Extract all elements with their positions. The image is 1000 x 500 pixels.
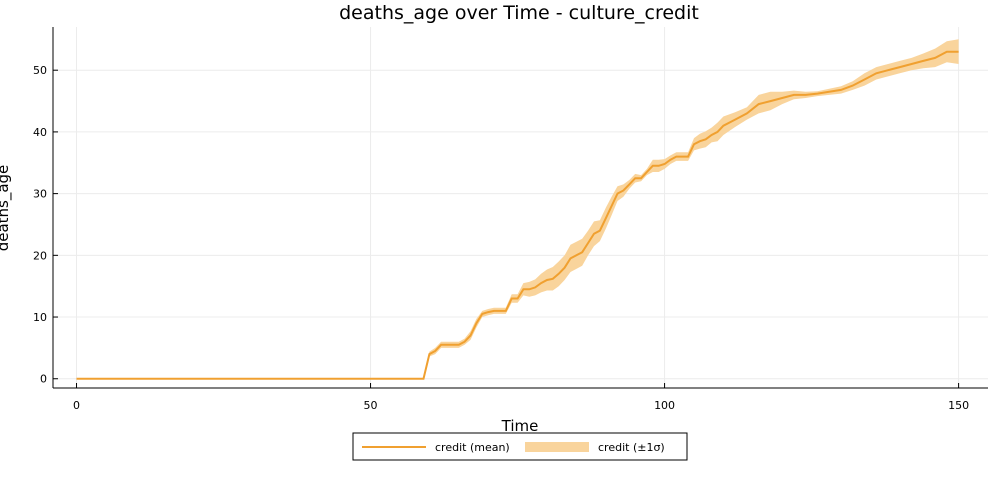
- x-axis-label: Time: [501, 417, 539, 435]
- y-tick-label: 10: [33, 311, 47, 324]
- x-tick-label: 50: [364, 399, 378, 412]
- chart-title: deaths_age over Time - culture_credit: [339, 2, 699, 24]
- y-ticks: 0 10 20 30 40 50: [33, 64, 58, 386]
- x-tick-label: 100: [654, 399, 675, 412]
- axes: [52, 27, 988, 389]
- x-tick-label: 150: [948, 399, 969, 412]
- grid: [53, 27, 988, 388]
- y-tick-label: 40: [33, 126, 47, 139]
- legend: credit (mean) credit (±1σ): [352, 432, 688, 461]
- series-line: [76, 50, 959, 380]
- legend-band-swatch: [525, 442, 589, 452]
- y-axis-label: deaths_age: [0, 165, 13, 252]
- x-ticks: 0 50 100 150: [73, 383, 969, 412]
- x-tick-label: 0: [73, 399, 80, 412]
- legend-label-band: credit (±1σ): [598, 441, 665, 454]
- series-band: [76, 39, 959, 379]
- legend-label-mean: credit (mean): [435, 441, 510, 454]
- y-tick-label: 20: [33, 249, 47, 262]
- y-tick-label: 0: [40, 373, 47, 386]
- y-tick-label: 30: [33, 188, 47, 201]
- y-tick-label: 50: [33, 64, 47, 77]
